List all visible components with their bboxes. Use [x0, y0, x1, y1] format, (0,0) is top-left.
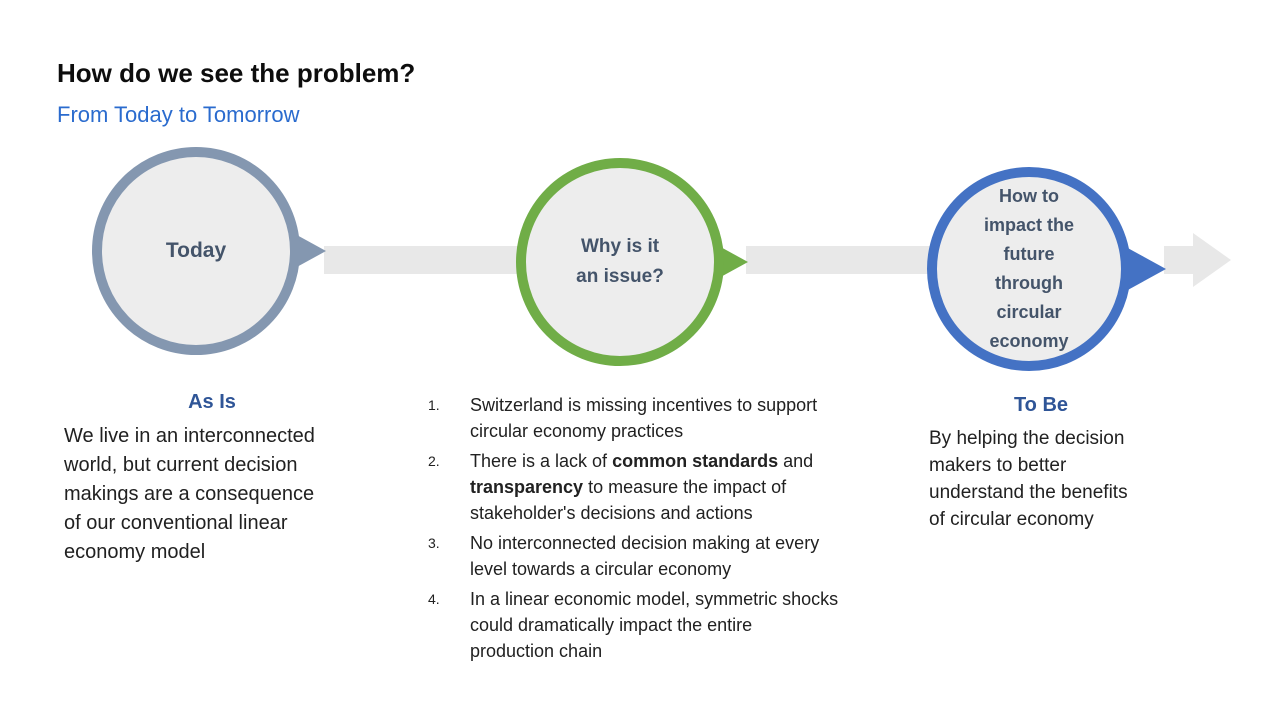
issues-list: 1. Switzerland is missing incentives to …	[428, 392, 880, 668]
slide-title: How do we see the problem?	[57, 58, 416, 88]
issue-number: 4.	[428, 591, 440, 607]
future-circle: How to impact the future through circula…	[927, 167, 1131, 371]
issue-text: In a linear economic model, symmetric sh…	[470, 589, 839, 661]
today-circle: Today	[92, 147, 300, 355]
issue-text: Switzerland is missing incentives to sup…	[470, 395, 818, 441]
to-be-heading: To Be	[1013, 394, 1069, 416]
issue-circle-label: Why is it an issue?	[576, 236, 664, 287]
to-be-column: To Be By helping the decision makers to …	[929, 394, 1153, 533]
issue-item: 4. In a linear economic model, symmetric…	[428, 586, 880, 664]
issue-text: No interconnected decision making at eve…	[470, 533, 820, 579]
issue-circle: Why is it an issue?	[516, 158, 724, 366]
issue-number: 2.	[428, 453, 440, 469]
as-is-body: We live in an interconnected world, but …	[64, 425, 315, 563]
issue-text: There is a lack of common standards and …	[470, 451, 814, 523]
issue-number: 3.	[428, 535, 440, 551]
as-is-heading: As Is	[188, 391, 236, 413]
issue-item: 3. No interconnected decision making at …	[428, 530, 880, 582]
slide-subtitle: From Today to Tomorrow	[57, 102, 300, 127]
timeline-arrowhead-icon	[1193, 233, 1231, 287]
issue-number: 1.	[428, 397, 440, 413]
as-is-column: As Is We live in an interconnected world…	[64, 391, 360, 567]
future-circle-label: How to impact the future through circula…	[983, 186, 1075, 351]
timeline-band-segment	[1164, 246, 1194, 274]
to-be-body: By helping the decision makers to better…	[929, 428, 1128, 530]
issue-item: 1. Switzerland is missing incentives to …	[428, 392, 880, 444]
issue-item: 2. There is a lack of common standards a…	[428, 448, 880, 526]
today-circle-label: Today	[165, 239, 227, 262]
